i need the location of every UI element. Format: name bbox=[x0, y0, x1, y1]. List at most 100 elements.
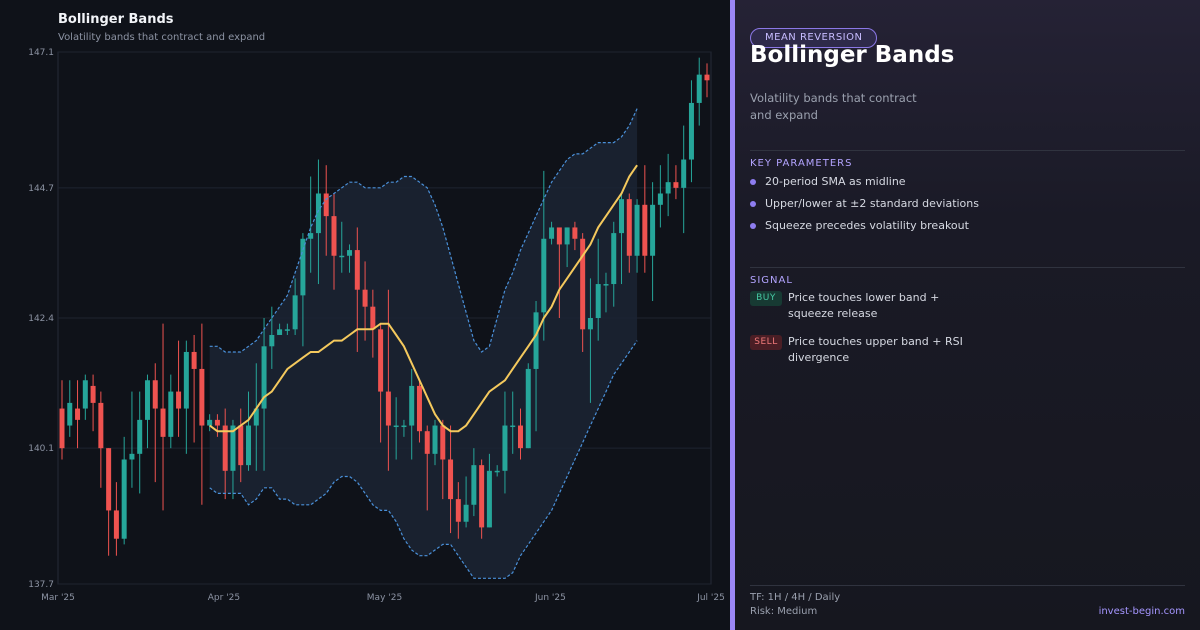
candle bbox=[323, 165, 329, 256]
candle-body bbox=[432, 425, 438, 454]
candle bbox=[448, 425, 454, 534]
sell-tag: SELL bbox=[750, 335, 782, 350]
candle bbox=[144, 374, 150, 449]
parameter-item: 20-period SMA as midline bbox=[750, 175, 906, 188]
candle bbox=[665, 153, 671, 217]
candle bbox=[432, 419, 438, 466]
candle-body bbox=[619, 199, 625, 234]
parameter-text: Squeeze precedes volatility breakout bbox=[765, 219, 969, 232]
candle bbox=[222, 408, 228, 500]
candle-body bbox=[471, 465, 477, 505]
candle bbox=[486, 453, 492, 528]
y-tick-label: 140.1 bbox=[28, 444, 54, 454]
candle-body bbox=[626, 199, 632, 256]
candle bbox=[90, 374, 96, 432]
candle bbox=[75, 380, 81, 449]
middle-band-line bbox=[209, 164, 638, 433]
candle-body bbox=[486, 470, 492, 528]
candle bbox=[59, 380, 65, 460]
candle-body bbox=[696, 74, 702, 103]
candle bbox=[463, 476, 469, 528]
candle bbox=[549, 221, 555, 245]
candle bbox=[673, 165, 679, 200]
candle bbox=[416, 380, 422, 443]
candle-body bbox=[362, 289, 368, 307]
brand-link[interactable]: invest-begin.com bbox=[1098, 606, 1185, 617]
lower-band-line bbox=[209, 340, 638, 579]
candle-body bbox=[688, 102, 694, 160]
candle bbox=[642, 165, 648, 273]
candle-body bbox=[176, 391, 182, 409]
band-lines bbox=[209, 108, 638, 579]
candle-body bbox=[121, 459, 127, 539]
candle bbox=[479, 459, 485, 539]
info-sidebar: MEAN REVERSION Bollinger Bands Volatilit… bbox=[735, 0, 1200, 630]
candle bbox=[339, 221, 345, 273]
candle-body bbox=[199, 368, 205, 426]
candle bbox=[393, 397, 399, 460]
x-tick-label: Jun '25 bbox=[534, 593, 566, 603]
candle bbox=[626, 193, 632, 273]
candle bbox=[129, 391, 135, 488]
candle-body bbox=[191, 351, 197, 369]
candle-body bbox=[253, 408, 259, 426]
candle-body bbox=[533, 312, 539, 369]
candle-body bbox=[59, 408, 65, 449]
candle-body bbox=[704, 74, 710, 81]
candle-body bbox=[556, 227, 562, 245]
candle bbox=[650, 182, 656, 302]
candle-body bbox=[541, 238, 547, 313]
candle bbox=[168, 374, 174, 449]
x-tick-label: May '25 bbox=[367, 593, 402, 603]
candle bbox=[347, 244, 353, 273]
candle bbox=[246, 391, 252, 471]
candle-body bbox=[580, 238, 586, 330]
candle-body bbox=[416, 385, 422, 432]
candle-body bbox=[113, 510, 119, 539]
candle-body bbox=[424, 431, 430, 454]
candle bbox=[572, 221, 578, 251]
candle bbox=[471, 448, 477, 517]
candle-body bbox=[90, 385, 96, 403]
candle-body bbox=[525, 368, 531, 449]
candles bbox=[59, 57, 710, 556]
candle bbox=[261, 318, 267, 471]
candle bbox=[176, 340, 182, 437]
candle-body bbox=[214, 419, 220, 426]
candle-body bbox=[587, 318, 593, 330]
upper-band-line bbox=[209, 108, 638, 353]
candle bbox=[214, 414, 220, 437]
candle bbox=[502, 391, 508, 494]
candle-body bbox=[479, 465, 485, 528]
candle-body bbox=[137, 419, 143, 454]
candle-body bbox=[82, 380, 88, 409]
y-tick-label: 142.4 bbox=[28, 314, 54, 324]
y-axis-ticks: 137.7 140.1 142.4 144.7 147.1 bbox=[28, 48, 54, 590]
signal-heading: SIGNAL bbox=[750, 275, 793, 286]
candle bbox=[331, 193, 337, 290]
candle bbox=[315, 159, 321, 285]
candle bbox=[207, 414, 213, 432]
candle-body bbox=[549, 227, 555, 239]
candle bbox=[556, 227, 562, 318]
candle bbox=[82, 374, 88, 420]
candle-body bbox=[448, 459, 454, 500]
x-tick-label: Apr '25 bbox=[208, 593, 240, 603]
divider-line bbox=[750, 585, 1185, 586]
candle-body bbox=[572, 227, 578, 239]
y-tick-label: 137.7 bbox=[28, 580, 54, 590]
timeframe-text: TF: 1H / 4H / Daily bbox=[750, 592, 841, 603]
candle-body bbox=[315, 193, 321, 234]
candle-body bbox=[603, 284, 609, 286]
bollinger-chart[interactable]: 137.7 140.1 142.4 144.7 147.1 Mar '25 Apr '25… bbox=[0, 0, 730, 630]
chart-title: Bollinger Bands bbox=[58, 12, 174, 27]
candle bbox=[106, 448, 112, 556]
candle-body bbox=[152, 380, 158, 409]
candle-body bbox=[67, 402, 73, 426]
candle bbox=[238, 408, 244, 483]
candle-body bbox=[510, 425, 516, 428]
candle bbox=[688, 80, 694, 183]
candle-body bbox=[564, 227, 570, 245]
key-parameters-heading: KEY PARAMETERS bbox=[750, 158, 853, 169]
candle bbox=[308, 176, 314, 273]
